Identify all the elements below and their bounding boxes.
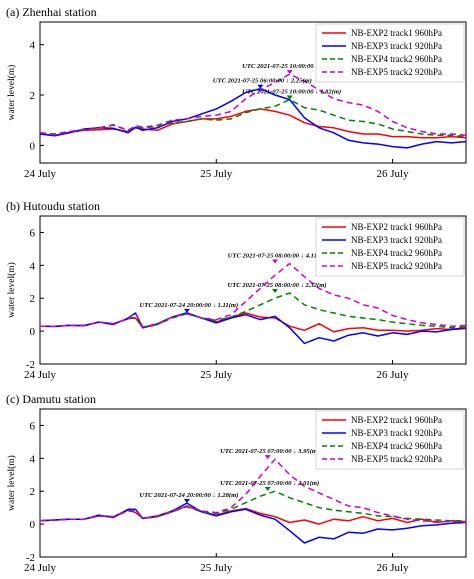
y-tick-label: -2 (26, 359, 35, 371)
x-tick-label: 25 July (200, 168, 233, 180)
legend-entry: NB-EXP5 track2 920hPa (351, 67, 442, 77)
chart-panel: (c) Damutu station -2 0 2 4 6 24 July 25 July 26… (6, 392, 467, 574)
y-tick-label: 6 (30, 420, 36, 432)
y-tick-label: 0 (30, 326, 36, 338)
peak-annotation: UTC 2021-07-25 07:00:00 ↓ 3.95(m) (220, 448, 319, 455)
peak-marker (272, 259, 279, 264)
y-tick-label: 4 (30, 453, 36, 465)
series-line (39, 87, 467, 149)
chart-panel: (b) Hutoudu station -2 0 2 4 6 24 July 25 July 2… (6, 199, 467, 381)
legend-entry: NB-EXP2 track1 960hPa (351, 415, 442, 425)
peak-annotation: UTC 2021-07-25 07:00:00 ↓ 2.01(m) (220, 480, 319, 487)
x-tick-label: 26 July (377, 168, 410, 180)
x-tick-label: 24 July (24, 369, 57, 381)
peak-marker (286, 70, 293, 75)
y-axis-label: water level(m) (6, 65, 17, 121)
peak-annotation: UTC 2021-07-24 20:00:00 ↓ 1.11(m) (140, 302, 239, 309)
x-tick-label: 26 July (377, 369, 410, 381)
series-line (39, 98, 467, 138)
plot-frame (39, 215, 467, 365)
y-tick-label: -2 (26, 552, 35, 564)
legend-entry: NB-EXP3 track1 920hPa (351, 428, 442, 438)
legend-entry: NB-EXP4 track2 960hPa (351, 441, 442, 451)
peak-marker (257, 84, 264, 89)
y-tick-label: 2 (30, 293, 36, 305)
plot-frame (39, 408, 467, 558)
legend-entry: NB-EXP2 track1 960hPa (351, 28, 442, 38)
y-tick-label: 2 (30, 90, 36, 102)
peak-annotation: UTC 2021-07-25 10:00:00 ↓ 1.82(m) (242, 89, 341, 96)
legend-entry: NB-EXP3 track1 920hPa (351, 41, 442, 51)
peak-marker (183, 308, 190, 313)
peak-annotation: UTC 2021-07-25 06:00:00 ↓ 2.25(m) (213, 78, 312, 85)
y-axis-label: water level(m) (6, 262, 17, 318)
y-tick-label: 4 (30, 260, 36, 272)
chart-panels: (a) Zhenhai station 0 2 4 24 July 25 July 26 J… (6, 5, 467, 574)
series-line (39, 502, 467, 544)
legend-entry: NB-EXP5 track2 920hPa (351, 454, 442, 464)
x-tick-label: 25 July (200, 369, 233, 381)
peak-marker (183, 499, 190, 504)
series-line (40, 262, 467, 328)
peak-marker (286, 95, 293, 100)
legend-entry: NB-EXP3 track1 920hPa (351, 235, 442, 245)
series-line (39, 108, 467, 139)
peak-annotation: UTC 2021-07-24 20:00:00 ↓ 1.28(m) (139, 492, 238, 499)
peak-annotation: UTC 2021-07-25 08:00:00 ↓ 2.32(m) (227, 282, 326, 289)
series-line (39, 312, 467, 345)
series-line (39, 505, 467, 525)
y-tick-label: 4 (30, 40, 36, 52)
peak-annotation: UTC 2021-07-25 08:00:00 ↓ 4.11(m) (228, 253, 327, 260)
x-tick-label: 24 July (24, 562, 57, 574)
legend-entry: NB-EXP4 track2 960hPa (351, 54, 442, 64)
x-tick-label: 26 July (377, 562, 410, 574)
y-tick-label: 0 (30, 140, 36, 152)
panel-title: (c) Damutu station (6, 392, 96, 406)
peak-marker (272, 288, 279, 293)
legend-entry: NB-EXP4 track2 960hPa (351, 248, 442, 258)
chart-panel: (a) Zhenhai station 0 2 4 24 July 25 July 26 J… (6, 5, 467, 180)
y-tick-label: 0 (30, 519, 36, 531)
legend-entry: NB-EXP5 track2 920hPa (351, 261, 442, 271)
peak-annotation: UTC 2021-07-25 10:00:00 ↓ 2.83(m) (242, 63, 341, 70)
panel-title: (a) Zhenhai station (6, 5, 97, 19)
y-axis-label: water level(m) (6, 455, 17, 511)
y-tick-label: 6 (30, 227, 36, 239)
peak-marker (264, 487, 271, 492)
x-tick-label: 24 July (24, 168, 57, 180)
series-line (39, 458, 467, 524)
y-tick-label: 2 (30, 486, 36, 498)
legend-entry: NB-EXP2 track1 960hPa (351, 222, 442, 232)
x-tick-label: 25 July (200, 562, 233, 574)
panel-title: (b) Hutoudu station (6, 199, 100, 213)
peak-marker (264, 455, 271, 460)
plot-frame (39, 21, 467, 164)
series-line (39, 73, 467, 137)
